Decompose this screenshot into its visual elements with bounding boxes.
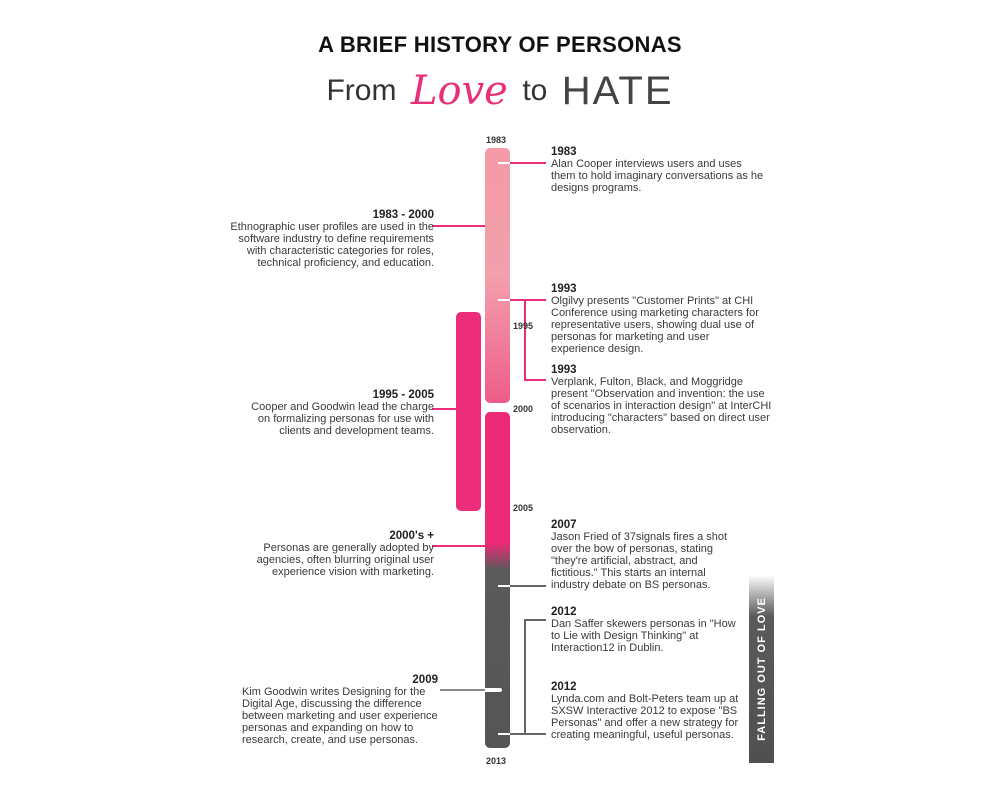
tick-1983: 1983 (486, 135, 507, 145)
event-text: Ethnographic user profiles are used in t… (230, 221, 434, 269)
event-text: Lynda.com and Bolt-Peters team up at SXS… (551, 693, 739, 741)
event-year: 1983 - 2000 (372, 209, 434, 221)
event-year: 2012 (551, 606, 577, 618)
event-1983-2000: 1983 - 2000 Ethnographic user profiles a… (218, 209, 434, 269)
bar-1995-2005 (456, 312, 481, 511)
timeline-bar-1983-2000 (485, 148, 510, 403)
event-year: 2007 (551, 519, 577, 531)
timeline-bar-2000-2013 (485, 412, 510, 748)
event-text: Kim Goodwin writes Designing for the Dig… (242, 686, 438, 746)
tick-2000: 2000 (513, 404, 534, 414)
event-year: 2012 (551, 681, 577, 693)
event-year: 2000's + (389, 530, 434, 542)
event-text: Jason Fried of 37signals fires a shot ov… (551, 531, 728, 591)
event-1993-olgilvy: 1993 Olgilvy presents "Customer Prints" … (551, 283, 766, 355)
event-year: 1983 (551, 146, 577, 158)
falling-out-of-love-label: FALLING OUT OF LOVE (755, 597, 768, 741)
subtitle-from: From (326, 74, 397, 107)
event-text: Dan Saffer skewers personas in "How to L… (551, 618, 736, 654)
subtitle-love: Love (410, 68, 508, 114)
event-text: Verplank, Fulton, Black, and Moggridge p… (551, 376, 772, 436)
connector-2012-a (524, 619, 546, 734)
event-1983: 1983 Alan Cooper interviews users and us… (551, 146, 766, 194)
event-2012-saffer: 2012 Dan Saffer skewers personas in "How… (551, 606, 741, 654)
event-year: 1995 - 2005 (372, 389, 434, 401)
subtitle-to: to (522, 74, 548, 107)
tick-2013: 2013 (486, 756, 507, 766)
event-text: Cooper and Goodwin lead the charge on fo… (251, 401, 434, 437)
tick-1995: 1995 (513, 321, 534, 331)
tick-2005: 2005 (513, 503, 534, 513)
event-1995-2005: 1995 - 2005 Cooper and Goodwin lead the … (238, 389, 434, 437)
event-text: Personas are generally adopted by agenci… (256, 542, 434, 578)
event-text: Alan Cooper interviews users and uses th… (551, 158, 764, 194)
event-2009: 2009 Kim Goodwin writes Designing for th… (242, 674, 438, 746)
subtitle-hate: HATE (561, 68, 674, 113)
connector-1993-b (524, 300, 546, 381)
event-year: 1993 (551, 283, 577, 295)
event-2012-lynda: 2012 Lynda.com and Bolt-Peters team up a… (551, 681, 741, 741)
event-1993-verplank: 1993 Verplank, Fulton, Black, and Moggri… (551, 364, 776, 436)
subtitle: From Love to HATE (0, 68, 1000, 114)
event-text: Olgilvy presents "Customer Prints" at CH… (551, 295, 759, 355)
event-2007: 2007 Jason Fried of 37signals fires a sh… (551, 519, 741, 591)
falling-out-of-love-bar: FALLING OUT OF LOVE (749, 575, 774, 763)
event-year: 2009 (412, 674, 438, 686)
event-year: 1993 (551, 364, 577, 376)
event-2000s: 2000's + Personas are generally adopted … (248, 530, 434, 578)
page-title: A BRIEF HISTORY OF PERSONAS (318, 32, 682, 57)
